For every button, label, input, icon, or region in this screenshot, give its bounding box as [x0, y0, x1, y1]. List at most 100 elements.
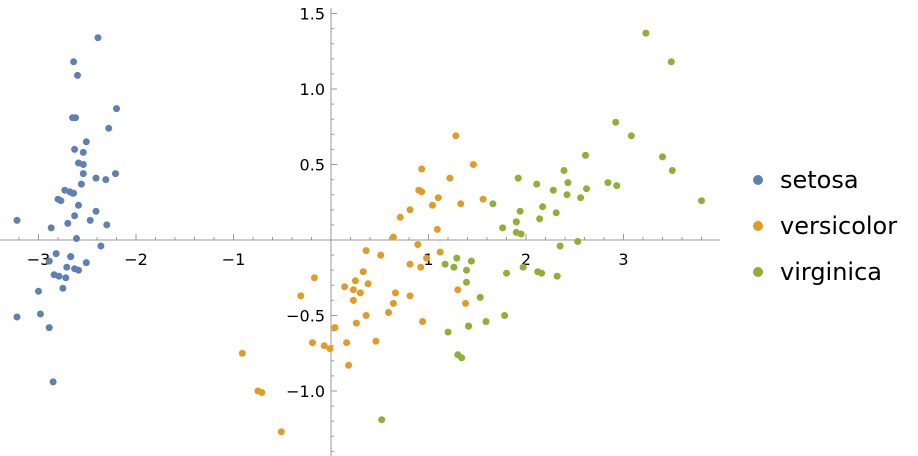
data-point-versicolor	[309, 339, 316, 347]
data-point-virginica	[453, 254, 461, 262]
data-point-virginica	[552, 209, 560, 217]
legend-marker-virginica	[753, 267, 763, 277]
legend-marker-versicolor	[753, 221, 763, 231]
data-point-setosa	[82, 259, 90, 267]
data-point-versicolor	[238, 349, 246, 357]
data-point-versicolor	[469, 161, 477, 168]
data-point-setosa	[13, 313, 21, 321]
data-point-virginica	[514, 174, 522, 182]
data-point-versicolor	[406, 260, 414, 268]
y-ticks: 1.5 1.0 0.5 −0.5 −1.0	[286, 5, 337, 452]
x-tick-label: −2	[124, 250, 148, 269]
data-point-setosa	[82, 138, 90, 146]
y-tick-label: 1.0	[300, 80, 325, 99]
data-point-setosa	[73, 235, 80, 242]
data-point-versicolor	[414, 241, 422, 248]
data-point-virginica	[574, 238, 582, 245]
data-point-virginica	[467, 257, 475, 265]
legend: setosa versicolor virginica	[753, 166, 897, 286]
data-point-versicolor	[385, 309, 392, 316]
data-point-setosa	[102, 176, 110, 184]
data-point-versicolor	[356, 289, 364, 297]
data-point-virginica	[476, 293, 484, 301]
data-point-setosa	[94, 34, 102, 42]
x-tick-label: −1	[222, 250, 246, 269]
data-point-versicolor	[415, 186, 423, 194]
x-tick-label: −3	[27, 250, 51, 269]
y-tick-label: −0.5	[286, 307, 325, 326]
data-point-versicolor	[351, 277, 359, 285]
data-point-versicolor	[362, 312, 370, 319]
data-point-virginica	[499, 224, 507, 232]
series-versicolor	[238, 132, 487, 436]
data-point-versicolor	[428, 201, 436, 209]
data-point-virginica	[539, 203, 547, 211]
x-ticks: −3−2−1123	[18, 234, 702, 269]
x-tick-label: 3	[618, 250, 628, 269]
data-point-versicolor	[352, 319, 360, 327]
data-point-versicolor	[462, 299, 469, 307]
data-point-versicolor	[359, 268, 367, 276]
data-point-setosa	[67, 253, 75, 261]
data-point-setosa	[75, 266, 82, 274]
data-point-versicolor	[341, 283, 349, 291]
x-tick-label: 2	[521, 250, 531, 269]
data-point-versicolor	[479, 195, 487, 203]
data-point-virginica	[698, 197, 705, 205]
data-point-virginica	[512, 228, 520, 236]
data-point-virginica	[465, 322, 472, 330]
data-point-versicolor	[277, 428, 285, 436]
series-setosa	[13, 34, 120, 386]
data-point-setosa	[45, 257, 53, 265]
data-point-virginica	[613, 182, 621, 190]
data-point-versicolor	[446, 174, 454, 182]
data-point-virginica	[501, 312, 509, 319]
data-point-versicolor	[406, 292, 414, 300]
data-point-versicolor	[349, 286, 357, 294]
data-point-versicolor	[389, 233, 397, 241]
data-point-virginica	[642, 29, 650, 37]
data-point-virginica	[516, 207, 524, 215]
data-point-virginica	[503, 269, 510, 277]
data-point-versicolor	[391, 289, 399, 297]
data-point-versicolor	[345, 361, 353, 369]
data-point-setosa	[75, 201, 82, 209]
data-point-versicolor	[326, 345, 334, 353]
data-point-virginica	[612, 118, 620, 126]
data-point-virginica	[667, 58, 675, 66]
data-point-virginica	[583, 185, 590, 193]
legend-label-versicolor: versicolor	[780, 212, 897, 240]
data-point-versicolor	[297, 292, 305, 300]
data-point-setosa	[13, 216, 21, 224]
data-point-versicolor	[423, 254, 431, 262]
data-point-setosa	[70, 58, 78, 66]
data-point-setosa	[62, 274, 70, 282]
data-point-setosa	[79, 148, 87, 156]
axes: −3−2−1123 1.51.00.5−0.5−1.0	[0, 5, 720, 456]
data-point-versicolor	[417, 263, 425, 271]
data-point-setosa	[105, 124, 113, 132]
data-point-setosa	[47, 224, 55, 232]
data-point-virginica	[604, 179, 612, 187]
data-point-virginica	[577, 194, 585, 202]
data-point-versicolor	[436, 248, 444, 256]
data-point-setosa	[79, 170, 87, 178]
data-point-virginica	[582, 151, 589, 159]
data-point-setosa	[63, 263, 71, 271]
data-point-setosa	[49, 378, 57, 386]
data-point-versicolor	[364, 280, 372, 288]
data-point-versicolor	[349, 296, 357, 304]
data-point-virginica	[378, 416, 386, 424]
data-point-setosa	[61, 186, 69, 194]
data-point-versicolor	[406, 206, 414, 214]
data-point-virginica	[450, 263, 458, 271]
data-point-virginica	[627, 132, 635, 140]
data-point-virginica	[563, 191, 571, 199]
data-point-versicolor	[331, 324, 339, 332]
data-point-setosa	[79, 161, 87, 168]
data-point-versicolor	[362, 247, 370, 255]
data-point-versicolor	[377, 251, 385, 259]
data-point-setosa	[86, 216, 94, 224]
data-points	[13, 29, 705, 436]
data-point-virginica	[454, 351, 462, 359]
